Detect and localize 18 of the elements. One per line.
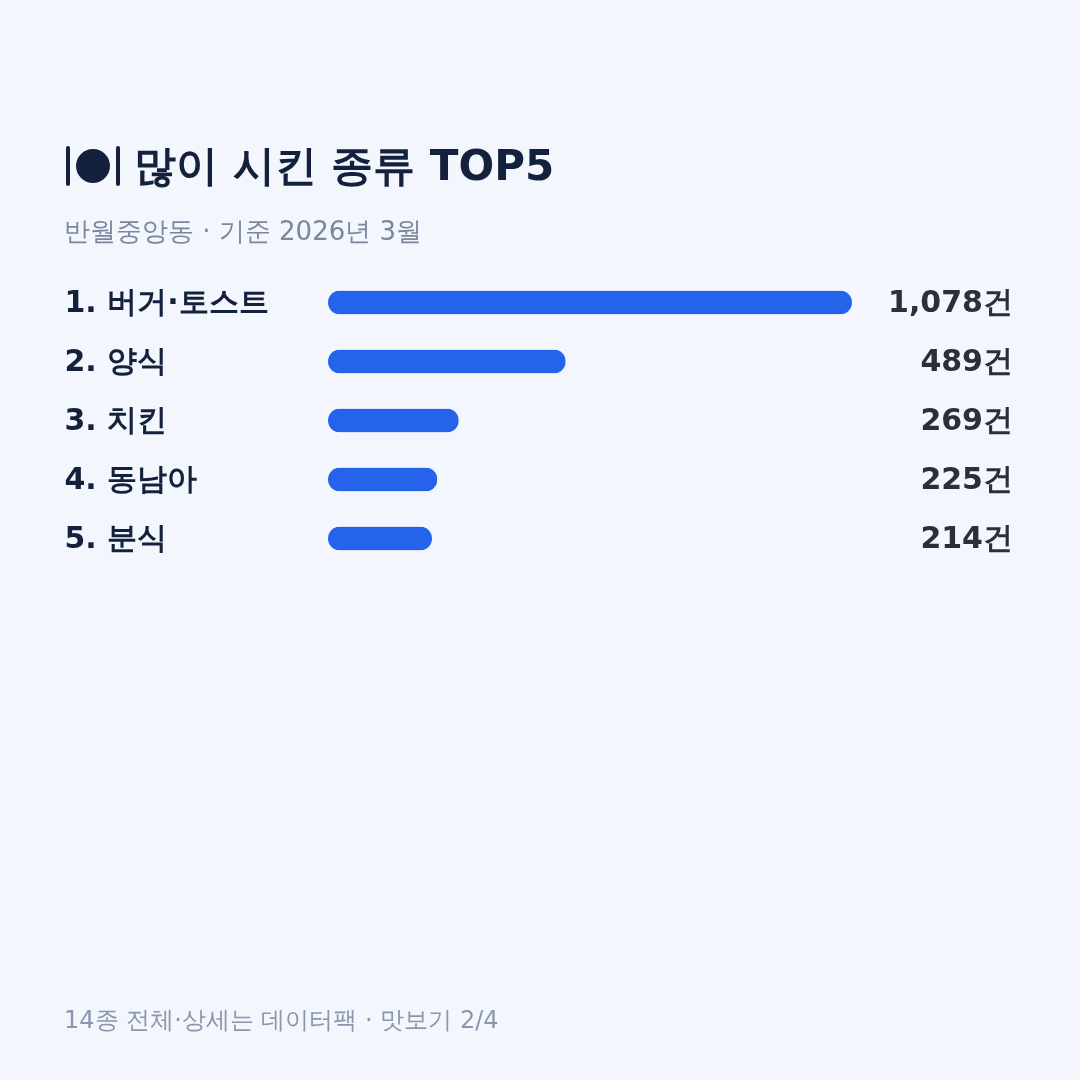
bar xyxy=(328,290,852,315)
data-label: 1,078건 xyxy=(888,283,1013,319)
y-tick-label: 5. 분식 xyxy=(64,519,168,555)
y-tick-label: 1. 버거·토스트 xyxy=(64,283,269,319)
data-label: 214건 xyxy=(920,519,1013,555)
text: 14종 전체·상세는 데이터팩 · 맛보기 2/4 xyxy=(64,1005,499,1036)
chart-subtitle: 반월중앙동 · 기준 2026년 3월 xyxy=(64,215,423,248)
data-label: 489건 xyxy=(920,342,1013,378)
bar xyxy=(328,349,566,374)
data-label: 225건 xyxy=(920,460,1013,496)
y-tick-label: 4. 동남아 xyxy=(64,460,198,496)
y-tick-label: 2. 양식 xyxy=(64,342,168,378)
chart-title: 많이 시킨 종류 TOP5 xyxy=(134,140,555,192)
data-label: 269건 xyxy=(920,401,1013,437)
bar xyxy=(328,408,459,433)
bar xyxy=(328,467,438,492)
bar xyxy=(328,526,433,551)
y-tick-label: 3. 치킨 xyxy=(64,401,168,437)
